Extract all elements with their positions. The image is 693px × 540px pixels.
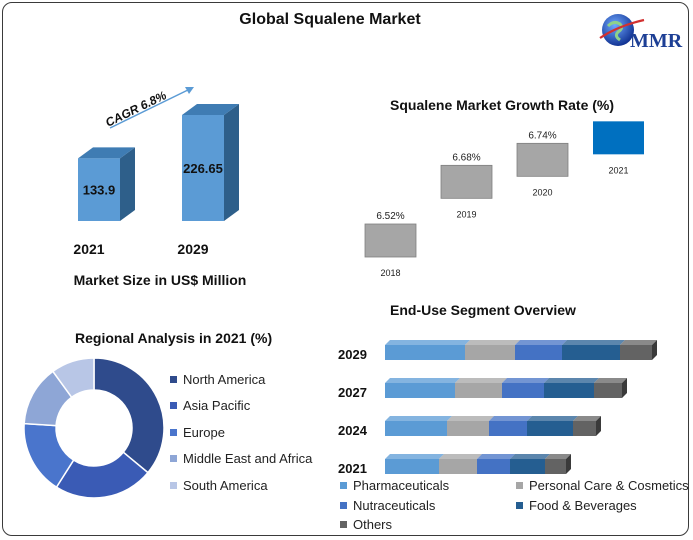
regional-legend-item: South America [170, 472, 312, 499]
growth-value-2018: 6.52% [376, 211, 404, 222]
market-year-2021: 2021 [73, 241, 104, 257]
regional-legend-item: North America [170, 366, 312, 393]
enduse-year-2021: 2021 [338, 461, 367, 476]
enduse-chart: 2029 2027 2024 2021 [338, 340, 657, 476]
enduse-seg-2021-2 [477, 454, 515, 474]
cagr-label: CAGR 6.8% [103, 88, 169, 130]
enduse-year-2027: 2027 [338, 385, 367, 400]
regional-legend: North America Asia Pacific Europe Middle Ea… [170, 366, 312, 499]
market-size-label: Market Size in US$ Million [73, 272, 247, 288]
enduse-seg-2029-3 [562, 340, 625, 360]
market-bar-2029 [182, 104, 239, 221]
market-bar-2021 [78, 147, 135, 221]
legend-swatch [340, 521, 347, 528]
enduse-legend-item: Others [340, 517, 392, 532]
enduse-seg-2027-0 [385, 378, 460, 398]
enduse-seg-2027-1 [455, 378, 507, 398]
enduse-legend-item: Pharmaceuticals [340, 478, 449, 493]
enduse-seg-2029-1 [465, 340, 520, 360]
growth-year-2018: 2018 [380, 268, 400, 278]
regional-title: Regional Analysis in 2021 (%) [75, 330, 273, 346]
legend-label: Personal Care & Cosmetics [529, 478, 689, 493]
growth-bar-2018 [364, 223, 417, 258]
legend-swatch [340, 482, 347, 489]
cagr-arrow-line [109, 87, 193, 129]
enduse-year-2029: 2029 [338, 347, 367, 362]
growth-year-2019: 2019 [456, 209, 476, 219]
donut-slice-north-america [93, 357, 165, 474]
enduse-title: End-Use Segment Overview [390, 302, 576, 318]
legend-swatch [516, 482, 523, 489]
legend-swatch [170, 402, 177, 410]
legend-label: Europe [183, 424, 225, 440]
legend-swatch [170, 375, 177, 383]
legend-swatch [170, 481, 177, 489]
enduse-year-2024: 2024 [338, 423, 368, 438]
enduse-legend-item: Food & Beverages [516, 498, 637, 513]
enduse-bar-end-2021 [566, 454, 571, 474]
mmr-logo: MMR [596, 8, 688, 56]
growth-rate-chart: 6.52% 2018 6.68% 2019 6.74% 2020 6.80% 2021 [364, 118, 644, 278]
market-size-chart: 133.9 2021 226.65 2029 CAGR 6.8% [73, 87, 239, 257]
enduse-bar-end-2027 [622, 378, 627, 398]
regional-donut [23, 357, 165, 499]
regional-legend-item: Asia Pacific [170, 393, 312, 420]
enduse-seg-2021-0 [385, 454, 444, 474]
globe-icon [599, 14, 645, 46]
enduse-legend-item: Personal Care & Cosmetics [516, 478, 689, 493]
legend-swatch [170, 455, 177, 463]
growth-bar-2021 [593, 121, 644, 155]
enduse-seg-2027-4 [594, 378, 627, 398]
legend-label: Nutraceuticals [353, 498, 436, 513]
legend-label: Middle East and Africa [183, 451, 313, 467]
enduse-seg-2024-0 [385, 416, 452, 436]
growth-bar-2019 [440, 164, 493, 199]
cagr-arrow-head [185, 87, 194, 94]
enduse-seg-2021-3 [510, 454, 550, 474]
page-title: Global Squalene Market [239, 11, 421, 28]
growth-bar-2020 [516, 142, 569, 177]
enduse-seg-2021-4 [545, 454, 571, 474]
regional-legend-item: Europe [170, 419, 312, 446]
donut-slice-south-america [51, 357, 95, 399]
enduse-seg-2024-4 [573, 416, 601, 436]
legend-label: Asia Pacific [183, 398, 251, 414]
growth-title: Squalene Market Growth Rate (%) [390, 97, 615, 113]
regional-legend-item: Middle East and Africa [170, 446, 312, 473]
growth-value-2019: 6.68% [452, 152, 480, 163]
market-value-2021: 133.9 [83, 183, 116, 198]
enduse-bar-end-2024 [596, 416, 601, 436]
legend-label: Food & Beverages [529, 498, 637, 513]
enduse-seg-2027-2 [502, 378, 549, 398]
legend-label: South America [183, 477, 268, 493]
enduse-bar-end-2029 [652, 340, 657, 360]
market-year-2029: 2029 [177, 241, 208, 257]
enduse-seg-2029-4 [620, 340, 657, 360]
enduse-seg-2024-3 [527, 416, 578, 436]
legend-swatch [516, 502, 523, 509]
enduse-seg-2029-0 [385, 340, 470, 360]
logo-text: MMR [630, 30, 683, 52]
growth-year-2021: 2021 [608, 165, 628, 175]
legend-label: Pharmaceuticals [353, 478, 450, 493]
enduse-seg-2027-3 [544, 378, 599, 398]
enduse-seg-2024-1 [447, 416, 494, 436]
enduse-seg-2024-2 [489, 416, 532, 436]
growth-value-2020: 6.74% [528, 130, 556, 141]
enduse-seg-2029-2 [515, 340, 567, 360]
market-value-2029: 226.65 [183, 161, 223, 176]
legend-swatch [170, 428, 177, 436]
enduse-legend-item: Nutraceuticals [340, 498, 435, 513]
enduse-seg-2021-1 [439, 454, 482, 474]
legend-label: North America [183, 371, 266, 387]
growth-year-2020: 2020 [532, 187, 552, 197]
growth-value-2021: 6.80% [604, 118, 632, 119]
enduse-legend: Pharmaceuticals Personal Care & Cosmetics… [340, 478, 690, 536]
legend-swatch [340, 502, 347, 509]
legend-label: Others [353, 517, 393, 532]
